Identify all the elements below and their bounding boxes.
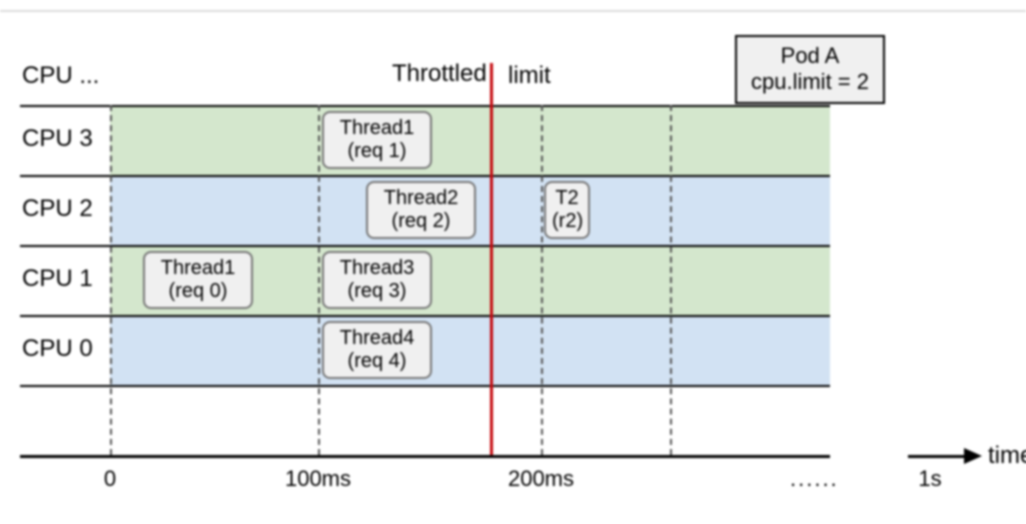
thread-box-t2a: Thread2(req 2) (366, 181, 476, 239)
throttle-line (490, 63, 493, 455)
period-line-3 (670, 105, 672, 455)
lane-band-cpu0 (110, 315, 830, 385)
tick-label-0: 0 (104, 466, 116, 492)
tick-label-1: 100ms (285, 466, 351, 492)
thread-line2: (req 0) (169, 280, 228, 302)
thread-line2: (req 2) (392, 210, 451, 232)
axis-segment-1 (908, 455, 966, 458)
lane-divider-0 (20, 105, 830, 107)
thread-line2: (req 1) (348, 140, 407, 162)
thread-line1: Thread2 (384, 187, 459, 209)
thread-line2: (req 4) (348, 350, 407, 372)
thread-box-t3: Thread3(req 3) (322, 251, 432, 309)
cpu-label-cpu3: CPU 3 (22, 125, 102, 153)
axis-segment-0 (20, 455, 830, 458)
tick-label-2: 200ms (508, 466, 574, 492)
cpu-label-top: CPU ... (22, 62, 102, 90)
tick-anchor-2: 200ms (541, 466, 607, 492)
cpu-throttle-diagram: CPU ... Throttled limit Pod A cpu.limit … (0, 0, 1026, 524)
thread-box-t4: Thread4(req 4) (322, 321, 432, 379)
limit-label: limit (508, 62, 551, 90)
tick-label-3: 1s (918, 466, 941, 492)
thread-line1: T2 (555, 187, 578, 209)
cpu-label-cpu2: CPU 2 (22, 195, 102, 223)
period-line-2 (541, 105, 543, 455)
thread-box-t1a: Thread1(req 0) (143, 251, 253, 309)
period-line-1 (318, 105, 320, 455)
tick-anchor-0: 0 (110, 466, 122, 492)
tick-anchor-3: 1s (930, 466, 953, 492)
legend-line1: Pod A (781, 43, 840, 68)
legend-line2: cpu.limit = 2 (751, 69, 869, 94)
axis-ellipsis: ...... (790, 466, 839, 492)
cpu-label-cpu1: CPU 1 (22, 265, 102, 293)
lane-divider-1 (20, 175, 830, 177)
thread-line1: Thread4 (340, 327, 415, 349)
throttled-title: Throttled (392, 60, 487, 88)
cpu-label-cpu0: CPU 0 (22, 335, 102, 363)
thread-line1: Thread1 (161, 257, 236, 279)
period-line-0 (110, 105, 112, 455)
page-top-rule (0, 10, 1026, 12)
thread-box-t1b: Thread1(req 1) (322, 111, 432, 169)
thread-line1: Thread1 (340, 117, 415, 139)
lane-band-cpu3 (110, 105, 830, 175)
axis-arrowhead (964, 448, 982, 464)
lane-divider-2 (20, 245, 830, 247)
thread-line1: Thread3 (340, 257, 415, 279)
lane-divider-3 (20, 315, 830, 317)
legend-pod-a: Pod A cpu.limit = 2 (735, 35, 885, 104)
lane-divider-4 (20, 385, 830, 387)
thread-line2: (req 3) (348, 280, 407, 302)
axis-label: time (988, 442, 1026, 470)
thread-line2: (r2) (552, 210, 583, 232)
thread-box-t2b: T2(r2) (544, 181, 590, 239)
tick-anchor-1: 100ms (318, 466, 384, 492)
